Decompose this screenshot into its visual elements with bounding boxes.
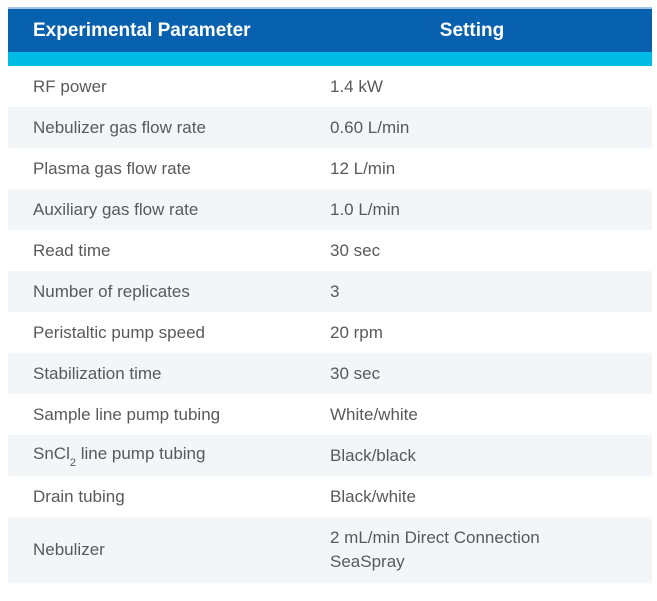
header-experimental-parameter: Experimental Parameter — [33, 19, 251, 41]
setting-value: 3 — [330, 281, 340, 301]
setting-value: Black/black — [330, 445, 416, 465]
param-label: Nebulizer — [33, 540, 105, 559]
table-row-auxiliary-gas-flow: Auxiliary gas flow rate 1.0 L/min — [8, 189, 652, 230]
param-label: Stabilization time — [33, 363, 162, 383]
table-body: RF power 1.4 kW Nebulizer gas flow rate … — [8, 66, 652, 583]
setting-value: White/white — [330, 404, 418, 424]
setting-value: 1.4 kW — [330, 76, 383, 96]
table-row-read-time: Read time 30 sec — [8, 230, 652, 271]
param-label: Auxiliary gas flow rate — [33, 199, 199, 219]
setting-value-text: 2 mL/min Direct Connection SeaSpray — [330, 528, 540, 571]
param-label: Number of replicates — [33, 281, 190, 301]
setting-value: 20 rpm — [330, 322, 383, 342]
setting-value: 12 L/min — [330, 158, 396, 178]
setting-value: 2 mL/min Direct Connection SeaSpray — [330, 526, 652, 574]
param-label: SnCl2 line pump tubing — [8, 444, 330, 469]
param-label: Sample line pump tubing — [33, 404, 221, 424]
table-row-stabilization-time: Stabilization time 30 sec — [8, 353, 652, 394]
setting-value: 0.60 L/min — [330, 117, 410, 137]
experimental-parameters-table: Experimental Parameter Setting RF power … — [8, 7, 652, 583]
table-row-sample-line-pump-tubing: Sample line pump tubing White/white — [8, 394, 652, 435]
table-row-rf-power: RF power 1.4 kW — [8, 66, 652, 107]
setting-value: 30 sec — [330, 240, 381, 260]
param-label: Nebulizer gas flow rate — [33, 117, 206, 137]
setting-value: 1.0 L/min — [330, 199, 400, 219]
param-label: Read time — [33, 240, 111, 260]
table-row-drain-tubing: Drain tubing Black/white — [8, 476, 652, 517]
table-row-number-of-replicates: Number of replicates 3 — [8, 271, 652, 312]
table-row-plasma-gas-flow: Plasma gas flow rate 12 L/min — [8, 148, 652, 189]
param-label: RF power — [33, 76, 107, 96]
table-row-sncl2-line-pump-tubing: SnCl2 line pump tubing Black/black — [8, 435, 652, 476]
chem-formula-prefix: SnCl — [33, 444, 70, 464]
cyan-divider-bar — [8, 52, 652, 66]
table-row-nebulizer: Nebulizer 2 mL/min Direct Connection Sea… — [8, 517, 652, 583]
table-row-peristaltic-pump-speed: Peristaltic pump speed 20 rpm — [8, 312, 652, 353]
header-setting: Setting — [439, 19, 505, 41]
chem-formula-subscript: 2 — [69, 456, 76, 469]
param-label: Peristaltic pump speed — [33, 322, 205, 342]
setting-value: Black/white — [330, 486, 416, 506]
param-label: Plasma gas flow rate — [33, 158, 191, 178]
table-row-nebulizer-gas-flow: Nebulizer gas flow rate 0.60 L/min — [8, 107, 652, 148]
setting-value: 30 sec — [330, 363, 381, 383]
param-label-suffix: line pump tubing — [75, 444, 206, 464]
table-header-row: Experimental Parameter Setting — [8, 7, 652, 52]
param-label: Drain tubing — [33, 486, 125, 506]
